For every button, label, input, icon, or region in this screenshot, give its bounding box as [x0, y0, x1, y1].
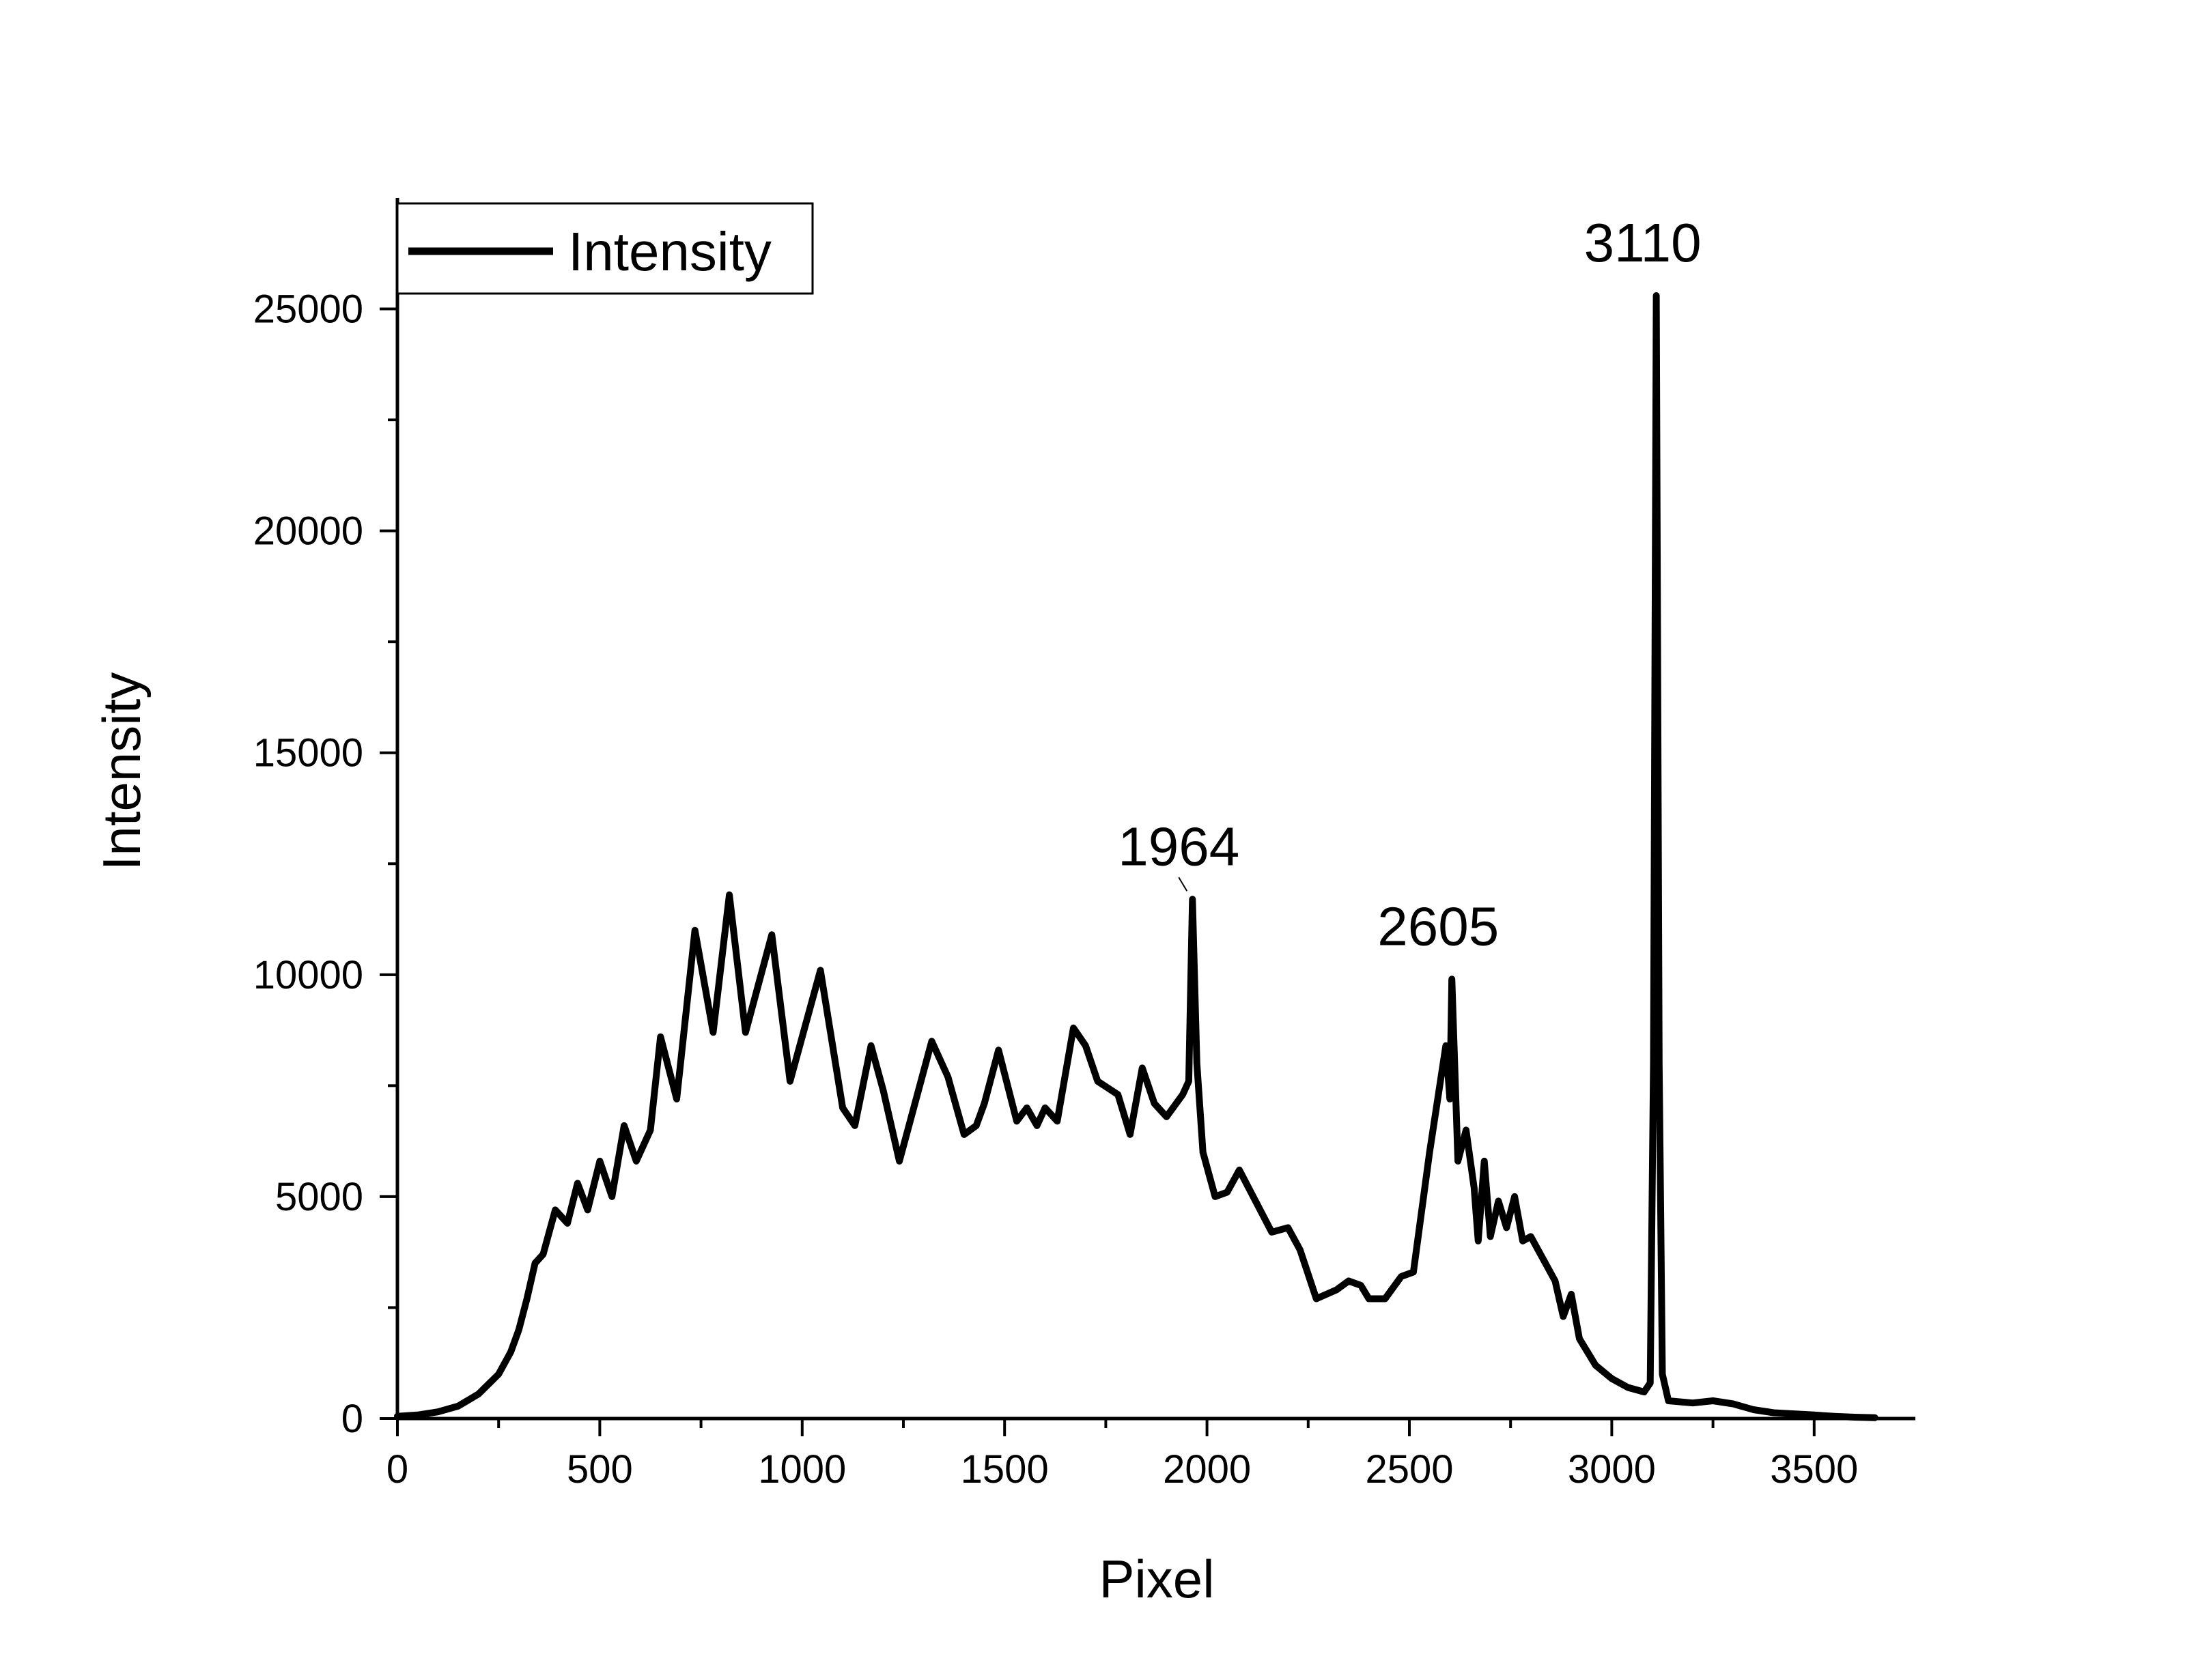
x-tick-label: 1500 — [961, 1447, 1049, 1492]
y-tick-label: 15000 — [253, 731, 363, 775]
y-tick-label: 5000 — [275, 1175, 363, 1219]
ticks: 0 500 1000 1500 2000 2500 3000 3500 0 5000 10000 15… — [253, 287, 1859, 1492]
y-tick-label: 10000 — [253, 953, 363, 997]
x-axis-title: Pixel — [1099, 1549, 1214, 1609]
plot-area — [394, 292, 1878, 1421]
annotation-leader-1964 — [1178, 877, 1188, 892]
y-tick-label: 20000 — [253, 509, 363, 554]
legend-entry-intensity: Intensity — [568, 221, 772, 282]
peak-annotation-1964: 1964 — [1118, 816, 1239, 877]
axes — [395, 198, 1915, 1421]
x-tick-label: 2500 — [1365, 1447, 1453, 1492]
peak-annotation-2605: 2605 — [1377, 896, 1499, 956]
x-tick-label: 3000 — [1568, 1447, 1656, 1492]
y-tick-label: 0 — [341, 1397, 363, 1441]
y-tick-label: 25000 — [253, 287, 363, 332]
annotations: 1964 2605 3110 — [1118, 212, 1701, 956]
series-line-intensity — [394, 292, 1878, 1421]
x-tick-label: 0 — [386, 1447, 408, 1492]
peak-annotation-3110: 3110 — [1584, 212, 1702, 273]
legend: Intensity — [396, 202, 814, 295]
x-tick-label: 2000 — [1163, 1447, 1251, 1492]
x-tick-label: 1000 — [758, 1447, 846, 1492]
x-tick-label: 3500 — [1770, 1447, 1858, 1492]
x-tick-label: 500 — [567, 1447, 633, 1492]
y-axis-title: Intensity — [92, 672, 152, 870]
